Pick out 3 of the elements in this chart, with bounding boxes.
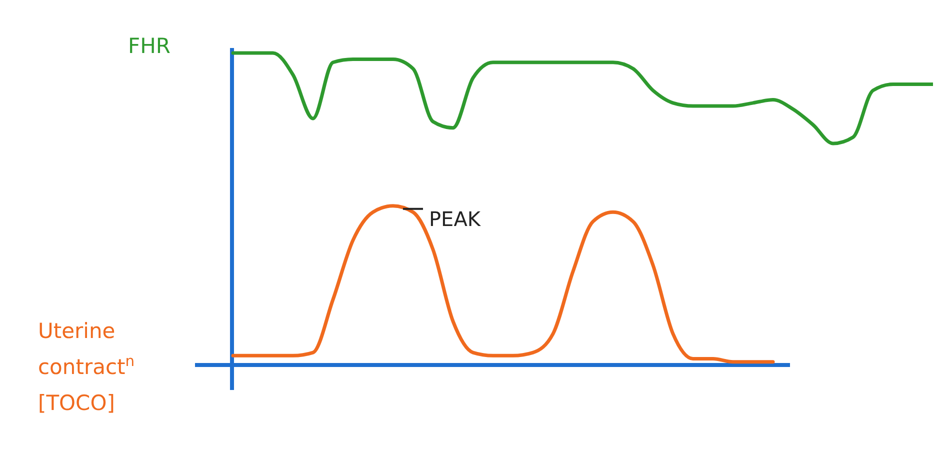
text: Uterine contract$^{n}$ [TOCO]: [38, 319, 135, 415]
text: FHR: [128, 34, 170, 58]
annotation: PEAK: [429, 206, 482, 231]
